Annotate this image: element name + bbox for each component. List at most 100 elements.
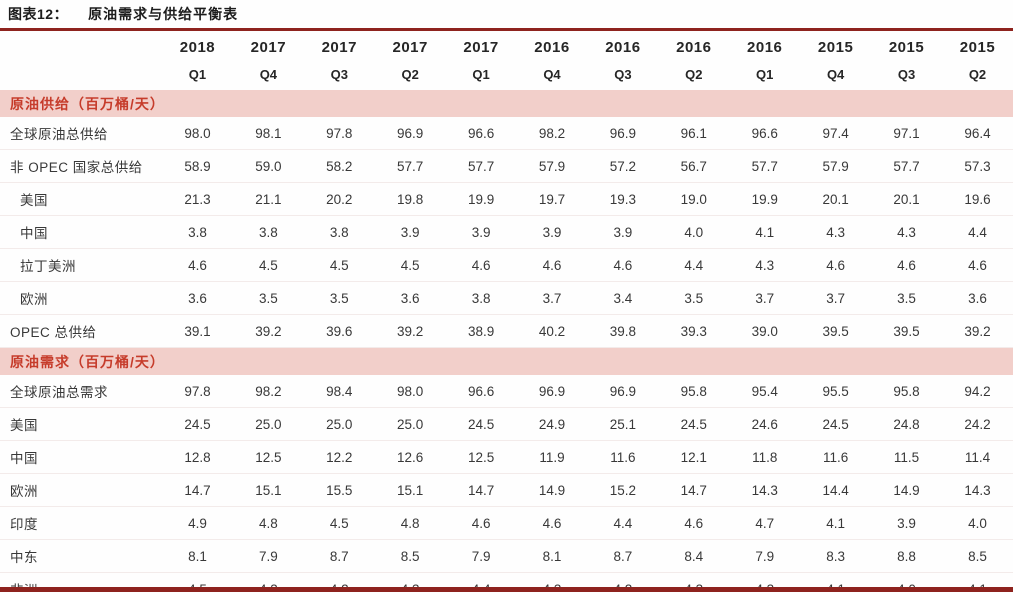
table-row: 拉丁美洲 4.6 4.5 4.5 4.5 4.6 4.6 4.6 4.4 4.3 4.6 4.6 4.6 — [0, 248, 1013, 282]
value-cell: 11.8 — [729, 440, 801, 474]
value-cell: 21.1 — [232, 182, 304, 216]
column-quarter: Q1 — [756, 67, 774, 82]
page-title: 原油需求与供给平衡表 — [88, 6, 239, 22]
row-label: 美国 — [0, 407, 162, 441]
value-cell: 8.7 — [303, 539, 375, 573]
value-cell: 4.6 — [516, 506, 588, 540]
column-year: 2016 — [534, 39, 570, 56]
value-cell: 14.9 — [516, 473, 588, 507]
value-cell: 19.0 — [658, 182, 730, 216]
value-cell: 15.1 — [232, 473, 304, 507]
column-year: 2016 — [605, 39, 641, 56]
value-cell: 14.7 — [445, 473, 517, 507]
column-year: 2015 — [959, 39, 996, 56]
value-cell: 12.2 — [303, 440, 375, 474]
column-header: 2017 Q4 — [233, 31, 304, 90]
value-cell: 11.6 — [800, 440, 872, 474]
value-cell: 8.5 — [374, 539, 446, 573]
table-row: 非 OPEC 国家总供给 58.9 59.0 58.2 57.7 57.7 57.9 57.2… — [0, 149, 1013, 183]
value-cell: 4.6 — [800, 248, 872, 282]
value-cell: 11.9 — [516, 440, 588, 474]
value-cell: 4.5 — [232, 248, 304, 282]
section-header-row: 原油需求（百万桶/天） — [0, 347, 1013, 375]
row-label: 印度 — [0, 506, 162, 540]
value-cell: 12.1 — [658, 440, 730, 474]
value-cell: 4.3 — [871, 215, 942, 249]
column-year: 2016 — [747, 39, 783, 56]
value-cell: 8.7 — [587, 539, 659, 573]
value-cell: 4.6 — [587, 248, 659, 282]
row-label: 全球原油总供给 — [0, 117, 162, 150]
value-cell: 24.5 — [445, 407, 517, 441]
value-cell: 96.4 — [941, 117, 1013, 150]
column-year: 2016 — [676, 39, 712, 56]
value-cell: 57.3 — [941, 149, 1013, 183]
value-cell: 24.6 — [729, 407, 801, 441]
value-cell: 4.5 — [303, 248, 375, 282]
section-title: 原油供给（百万桶/天） — [0, 90, 1013, 117]
value-cell: 95.5 — [800, 375, 872, 408]
row-label: 中东 — [0, 539, 162, 573]
value-cell: 3.7 — [516, 281, 588, 315]
value-cell: 96.9 — [374, 117, 446, 150]
value-cell: 3.7 — [729, 281, 801, 315]
value-cell: 19.8 — [374, 182, 446, 216]
value-cell: 96.9 — [587, 375, 659, 408]
value-cell: 39.8 — [587, 314, 659, 348]
value-cell: 14.9 — [871, 473, 942, 507]
table-header: 2018 Q1 2017 Q4 2017 Q3 2017 Q2 2017 Q1 2016 Q4 2016… — [0, 31, 1013, 90]
value-cell: 8.1 — [516, 539, 588, 573]
value-cell: 94.2 — [941, 375, 1013, 408]
value-cell: 8.1 — [162, 539, 233, 573]
value-cell: 38.9 — [445, 314, 517, 348]
column-quarter: Q1 — [188, 67, 207, 82]
value-cell: 3.6 — [941, 281, 1013, 315]
value-cell: 4.6 — [941, 248, 1013, 282]
value-cell: 19.6 — [941, 182, 1013, 216]
figure-title-row: 图表12： 原油需求与供给平衡表 — [0, 0, 1013, 26]
section-title: 原油需求（百万桶/天） — [0, 347, 1013, 375]
value-cell: 4.6 — [445, 506, 517, 540]
value-cell: 7.9 — [232, 539, 304, 573]
row-label: 欧洲 — [0, 281, 162, 315]
row-label: 欧洲 — [0, 473, 162, 507]
value-cell: 3.5 — [871, 281, 942, 315]
value-cell: 57.9 — [800, 149, 872, 183]
figure-label: 图表12： — [8, 6, 69, 22]
column-quarter: Q3 — [614, 67, 632, 82]
value-cell: 3.8 — [162, 215, 233, 249]
value-cell: 39.2 — [374, 314, 446, 348]
value-cell: 57.9 — [516, 149, 588, 183]
value-cell: 96.6 — [445, 117, 517, 150]
value-cell: 11.6 — [587, 440, 659, 474]
value-cell: 57.7 — [445, 149, 517, 183]
value-cell: 95.8 — [871, 375, 942, 408]
value-cell: 14.4 — [800, 473, 872, 507]
column-header: 2017 Q2 — [375, 31, 446, 90]
value-cell: 4.1 — [800, 506, 872, 540]
column-header: 2016 Q3 — [587, 31, 658, 90]
column-year: 2018 — [179, 39, 216, 56]
value-cell: 98.2 — [516, 117, 588, 150]
column-header: 2016 Q1 — [729, 31, 800, 90]
bottom-bar — [0, 587, 1013, 592]
value-cell: 39.5 — [800, 314, 872, 348]
value-cell: 24.8 — [871, 407, 942, 441]
value-cell: 4.6 — [658, 506, 730, 540]
value-cell: 95.4 — [729, 375, 801, 408]
value-cell: 12.5 — [232, 440, 304, 474]
value-cell: 3.5 — [658, 281, 730, 315]
value-cell: 15.1 — [374, 473, 446, 507]
row-label: 非 OPEC 国家总供给 — [0, 149, 162, 183]
value-cell: 12.5 — [445, 440, 517, 474]
value-cell: 19.9 — [729, 182, 801, 216]
column-header: 2017 Q3 — [304, 31, 375, 90]
value-cell: 4.4 — [587, 506, 659, 540]
value-cell: 3.9 — [445, 215, 517, 249]
value-cell: 96.6 — [729, 117, 801, 150]
value-cell: 24.5 — [162, 407, 233, 441]
table-row: 中国 3.8 3.8 3.8 3.9 3.9 3.9 3.9 4.0 4.1 4.3 4.3 4.4 — [0, 215, 1013, 249]
value-cell: 8.3 — [800, 539, 872, 573]
table-row: 欧洲 14.7 15.1 15.5 15.1 14.7 14.9 15.2 14.7 14.3 14… — [0, 473, 1013, 507]
